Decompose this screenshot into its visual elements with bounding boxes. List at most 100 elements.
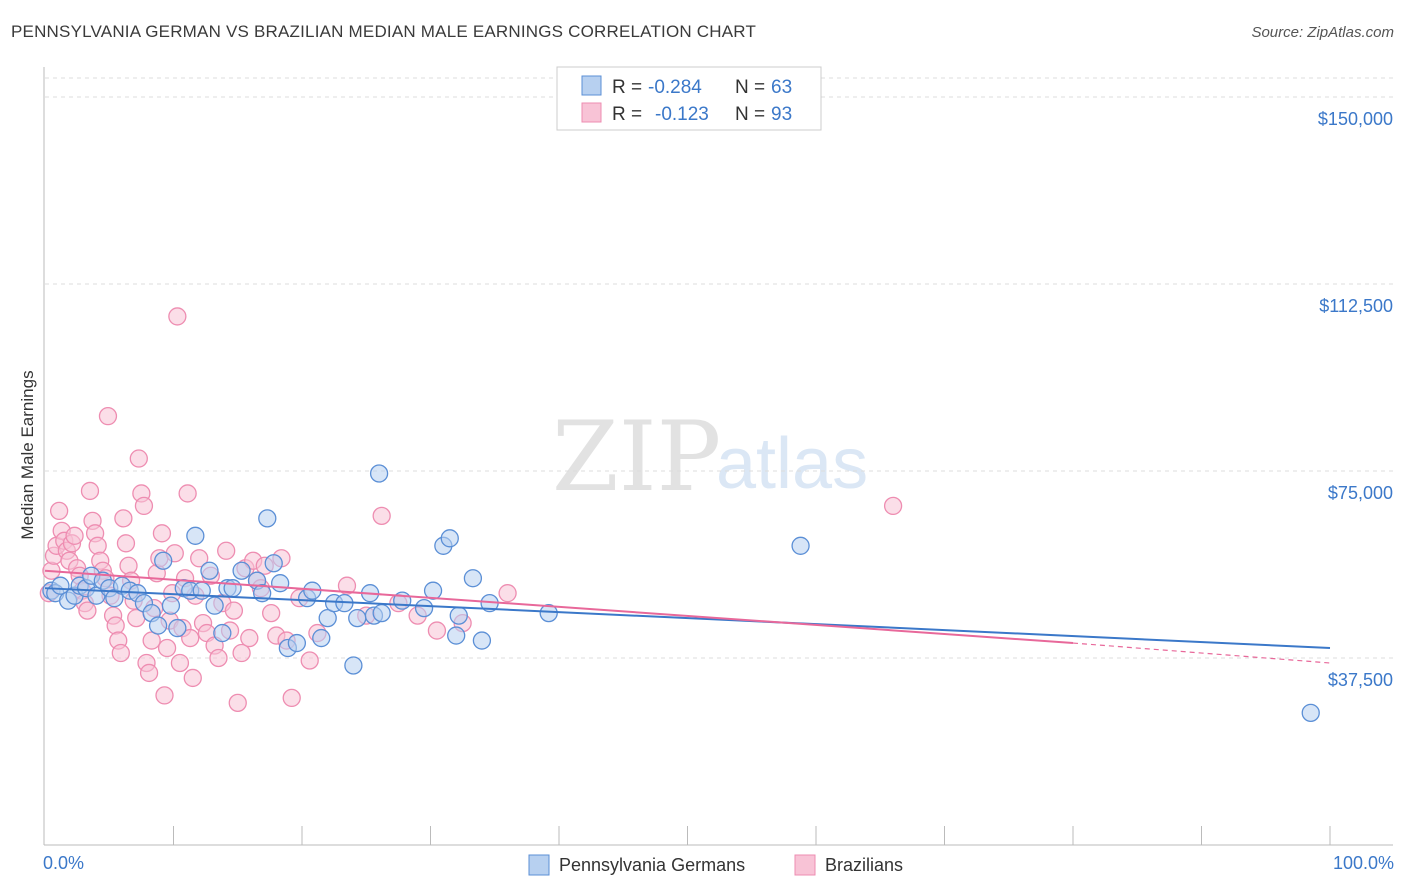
point-brazilians: [183, 668, 202, 688]
y-tick-label: $37,500: [1328, 670, 1393, 690]
point-brazilians: [217, 541, 236, 560]
point-brazilians: [178, 484, 197, 503]
legend-n-label-pink: N =: [735, 104, 765, 125]
point-pennsylvania-germans: [447, 626, 466, 645]
point-pennsylvania-germans: [414, 598, 434, 618]
point-pennsylvania-germans: [223, 579, 242, 598]
point-pennsylvania-germans: [213, 623, 232, 643]
point-pennsylvania-germans: [539, 603, 558, 623]
y-tick-label: $112,500: [1319, 296, 1393, 316]
point-brazilians: [139, 663, 159, 683]
point-brazilians: [65, 526, 84, 545]
point-brazilians: [78, 601, 97, 620]
point-brazilians: [300, 651, 319, 670]
point-brazilians: [282, 688, 301, 708]
point-brazilians: [181, 628, 200, 648]
point-pennsylvania-germans: [472, 631, 492, 650]
trend-line-pennsylvania-germans: [44, 587, 1331, 650]
trend-line-brazilians-extension: [1072, 642, 1331, 664]
series-legend-swatch-pennsylvania-germans: [528, 854, 550, 876]
point-pennsylvania-germans: [1301, 703, 1320, 723]
point-pennsylvania-germans: [369, 464, 389, 483]
correlation-legend: R = -0.284 N = 63 R = -0.123 N = 93: [556, 66, 822, 131]
legend-r-value-pink: -0.123: [655, 104, 709, 125]
legend-r-value-blue: -0.284: [648, 77, 702, 98]
point-pennsylvania-germans: [463, 569, 483, 588]
series-legend-swatch-brazilians: [794, 854, 816, 876]
series-legend-label-pennsylvania-germans: Pennsylvania Germans: [559, 855, 745, 875]
point-pennsylvania-germans: [161, 596, 181, 615]
point-brazilians: [155, 686, 174, 705]
legend-r-label-pink: R =: [612, 104, 642, 125]
point-brazilians: [114, 509, 133, 528]
point-brazilians: [127, 608, 146, 628]
point-brazilians: [49, 501, 69, 521]
point-pennsylvania-germans: [423, 581, 443, 600]
point-brazilians: [337, 576, 357, 595]
trend-lines: [44, 569, 1331, 664]
point-brazilians: [883, 496, 903, 516]
point-brazilians: [427, 621, 447, 640]
data-points: [39, 307, 1320, 723]
point-pennsylvania-germans: [287, 633, 307, 653]
point-pennsylvania-germans: [258, 509, 277, 528]
point-pennsylvania-germans: [168, 618, 187, 638]
point-brazilians: [80, 481, 100, 501]
legend-n-value-blue: 63: [771, 77, 792, 98]
point-brazilians: [157, 638, 177, 658]
point-brazilians: [129, 449, 148, 468]
point-brazilians: [228, 693, 247, 713]
point-pennsylvania-germans: [232, 561, 251, 580]
point-pennsylvania-germans: [148, 616, 168, 635]
point-pennsylvania-germans: [372, 603, 391, 623]
point-pennsylvania-germans: [264, 554, 283, 573]
point-brazilians: [262, 603, 281, 623]
y-tick-label: $75,000: [1328, 483, 1393, 503]
x-tick-label-right: 100.0%: [1333, 853, 1394, 873]
point-brazilians: [88, 536, 107, 555]
chart-source: Source: ZipAtlas.com: [1251, 24, 1394, 41]
legend-r-label-blue: R =: [612, 77, 642, 98]
point-brazilians: [106, 616, 125, 635]
watermark: ZIP atlas: [552, 401, 868, 513]
point-brazilians: [224, 601, 244, 620]
point-brazilians: [209, 648, 228, 668]
x-tick-label-left: 0.0%: [43, 853, 84, 873]
point-brazilians: [98, 406, 118, 426]
axes: [43, 67, 1393, 846]
point-pennsylvania-germans: [348, 608, 367, 628]
point-brazilians: [116, 534, 136, 553]
y-axis-label: Median Male Earnings: [18, 370, 37, 539]
point-brazilians: [190, 549, 209, 568]
watermark-atlas: atlas: [716, 424, 868, 504]
y-tick-label: $150,000: [1318, 109, 1393, 129]
point-brazilians: [111, 643, 130, 663]
point-pennsylvania-germans: [312, 628, 331, 648]
point-brazilians: [498, 584, 517, 603]
point-pennsylvania-germans: [200, 561, 219, 580]
point-pennsylvania-germans: [791, 536, 810, 555]
series-legend-label-brazilians: Brazilians: [825, 855, 903, 875]
legend-swatch-blue: [581, 75, 602, 96]
point-pennsylvania-germans: [344, 656, 363, 675]
point-brazilians: [372, 506, 391, 526]
point-pennsylvania-germans: [186, 526, 205, 545]
point-pennsylvania-germans: [440, 529, 459, 548]
legend-n-label-blue: N =: [735, 77, 765, 98]
point-brazilians: [119, 556, 138, 575]
point-pennsylvania-germans: [271, 574, 290, 593]
y-tick-labels: $37,500 $75,000 $112,500 $150,000: [1318, 109, 1393, 690]
point-brazilians: [240, 628, 259, 648]
point-brazilians: [168, 307, 187, 326]
point-brazilians: [134, 496, 154, 516]
legend-n-value-pink: 93: [771, 104, 792, 125]
point-pennsylvania-germans: [449, 606, 468, 625]
series-legend: Pennsylvania Germans Brazilians: [528, 854, 903, 876]
point-brazilians: [232, 643, 251, 663]
point-brazilians: [152, 524, 172, 543]
point-pennsylvania-germans: [205, 596, 224, 615]
point-brazilians: [170, 653, 190, 673]
point-pennsylvania-germans: [154, 551, 173, 570]
chart-title: PENNSYLVANIA GERMAN VS BRAZILIAN MEDIAN …: [11, 22, 757, 41]
